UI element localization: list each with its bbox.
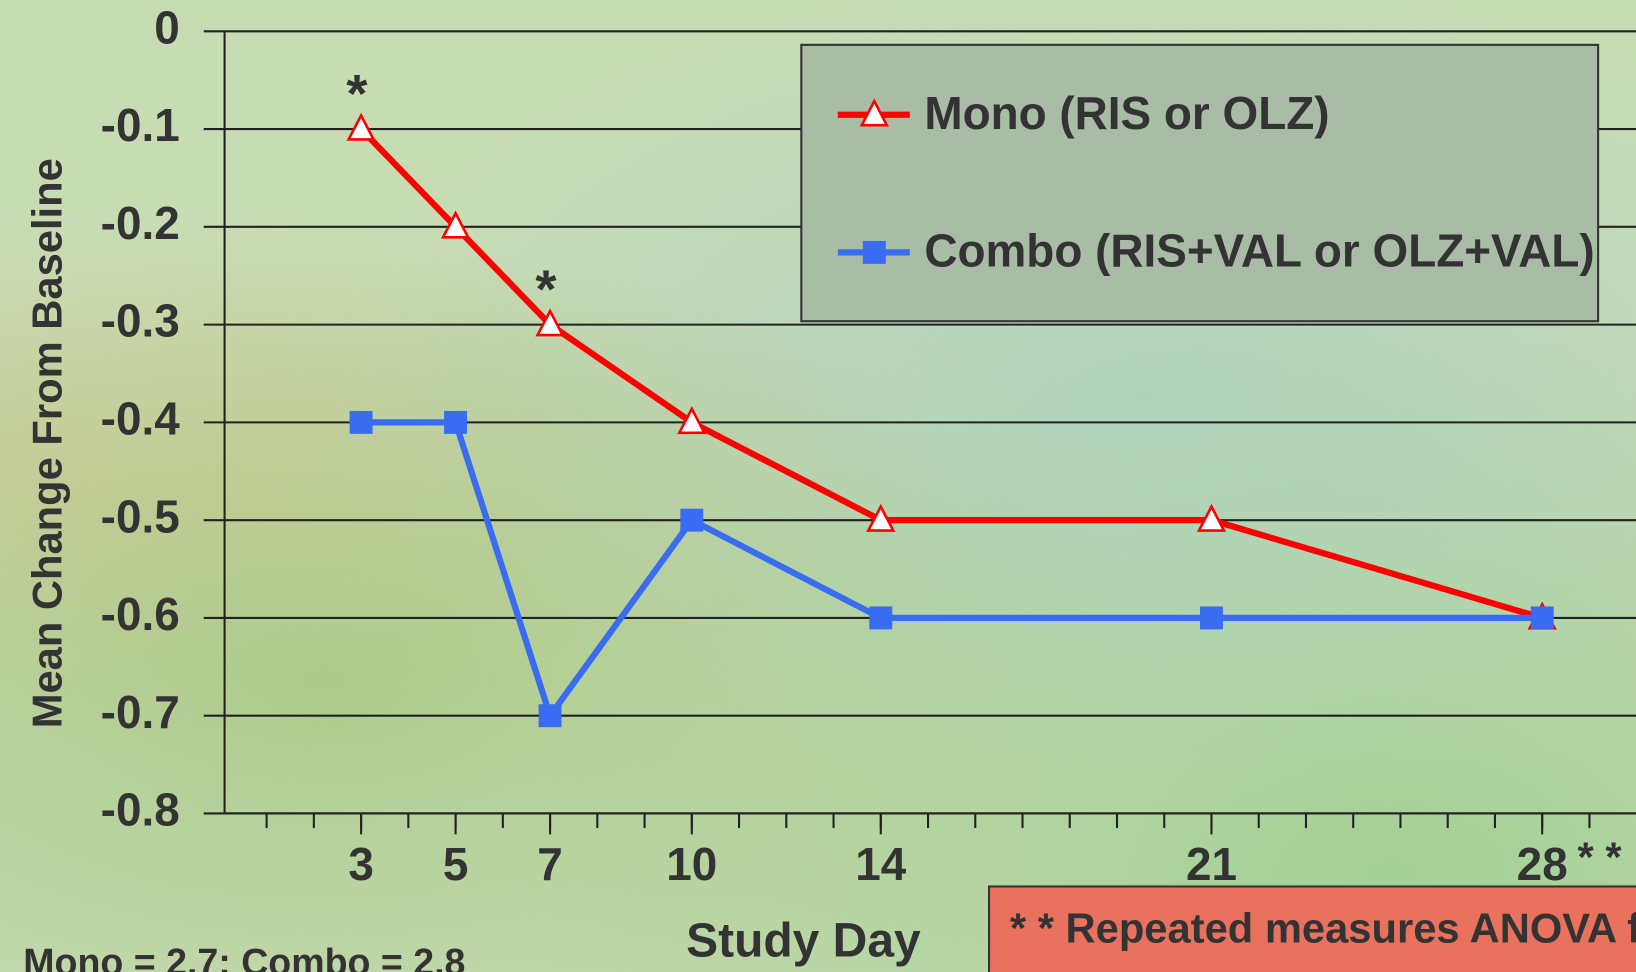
y-axis-label: Mean Change From Baseline [23,158,70,728]
y-tick-label: -0.7 [101,686,180,738]
marker [1530,606,1554,630]
legend-box [800,43,1600,323]
marker [346,112,376,141]
marker [866,503,896,532]
series-line [361,419,1543,723]
marker [1196,503,1227,532]
x-tick-label: 5 [443,838,469,890]
marker [444,410,468,434]
note: Mono = 2.7; Combo = 2.8 [23,941,465,972]
marker [677,406,707,435]
y-tick-label: -0.1 [101,99,180,151]
marker [859,98,889,127]
annotation: * [535,260,557,320]
marker [869,606,893,630]
legend-label: Combo (RIS+VAL or OLZ+VAL) [924,225,1594,277]
footnote: * * Repeated measures ANOVA f [1010,904,1636,951]
y-tick-label: -0.6 [101,588,180,640]
legend-label: Mono (RIS or OLZ) [924,87,1329,139]
marker [349,410,373,434]
y-tick-label: -0.5 [101,490,180,542]
annotation: * [346,64,368,124]
y-tick-label: -0.4 [101,393,181,445]
marker [862,240,886,264]
footnote-box [987,885,1636,972]
annotation: * * [1578,833,1623,880]
marker [538,704,562,728]
marker [535,308,565,337]
y-tick-label: -0.8 [101,784,180,836]
y-tick-label: -0.2 [101,197,180,249]
x-tick-label: 28 [1517,838,1568,890]
marker [680,508,704,532]
x-tick-label: 10 [666,838,717,890]
x-tick-label: 3 [348,838,374,890]
y-tick-label: 0 [154,1,180,53]
marker [1200,606,1223,630]
marker [440,210,471,239]
x-tick-label: 7 [537,838,563,890]
y-tick-label: -0.3 [101,295,180,347]
x-axis-label: Study Day [686,915,921,968]
x-tick-label: 21 [1186,838,1237,890]
x-tick-label: 14 [855,838,907,890]
